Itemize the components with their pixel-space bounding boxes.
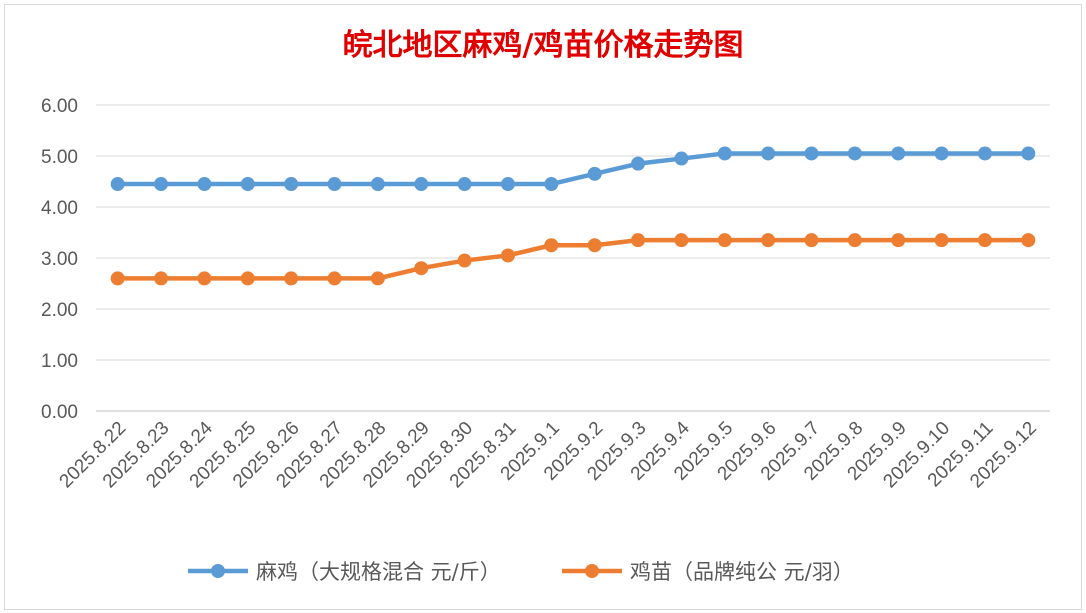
data-point [240, 177, 255, 192]
data-point [284, 177, 299, 192]
data-point [674, 151, 689, 166]
data-point [804, 146, 819, 161]
legend-marker [211, 564, 225, 578]
data-point [934, 233, 949, 248]
data-point [587, 238, 602, 253]
data-point [197, 177, 212, 192]
data-point [197, 271, 212, 286]
data-point [457, 177, 472, 192]
data-point [761, 233, 776, 248]
data-point [1021, 233, 1036, 248]
data-point [154, 177, 169, 192]
data-point [847, 146, 862, 161]
series-line-2 [117, 237, 1029, 281]
data-point [414, 177, 429, 192]
data-point [327, 271, 342, 286]
data-point [977, 146, 992, 161]
data-point [154, 271, 169, 286]
data-point [544, 177, 559, 192]
data-point [500, 177, 515, 192]
data-point [804, 233, 819, 248]
data-point [284, 271, 299, 286]
data-point [457, 253, 472, 268]
data-point [674, 233, 689, 248]
data-point [240, 271, 255, 286]
chart-title: 皖北地区麻鸡/鸡苗价格走势图 [343, 28, 744, 63]
y-tick-label: 4.00 [41, 198, 78, 219]
y-tick-label: 2.00 [41, 300, 78, 321]
data-point [631, 156, 646, 171]
data-point [414, 261, 429, 276]
data-point [370, 271, 385, 286]
y-tick-label: 1.00 [41, 351, 78, 372]
data-point [847, 233, 862, 248]
data-point [934, 146, 949, 161]
series-line-1 [117, 151, 1029, 187]
y-tick-label: 0.00 [41, 402, 78, 423]
legend-marker [585, 564, 599, 578]
data-point [587, 166, 602, 181]
y-tick-label: 3.00 [41, 249, 78, 270]
data-point [631, 233, 646, 248]
data-point [327, 177, 342, 192]
data-point [891, 233, 906, 248]
data-point [717, 233, 732, 248]
data-point [761, 146, 776, 161]
data-point [500, 248, 515, 263]
data-point [110, 271, 125, 286]
y-tick-label: 5.00 [41, 147, 78, 168]
data-point [717, 146, 732, 161]
legend-label: 麻鸡（大规格混合 元/斤） [256, 560, 501, 584]
y-tick-label: 6.00 [41, 96, 78, 117]
data-point [977, 233, 992, 248]
data-point [891, 146, 906, 161]
legend-label: 鸡苗（品牌纯公 元/羽） [630, 560, 854, 584]
data-point [370, 177, 385, 192]
data-point [544, 238, 559, 253]
data-point [110, 177, 125, 192]
data-point [1021, 146, 1036, 161]
